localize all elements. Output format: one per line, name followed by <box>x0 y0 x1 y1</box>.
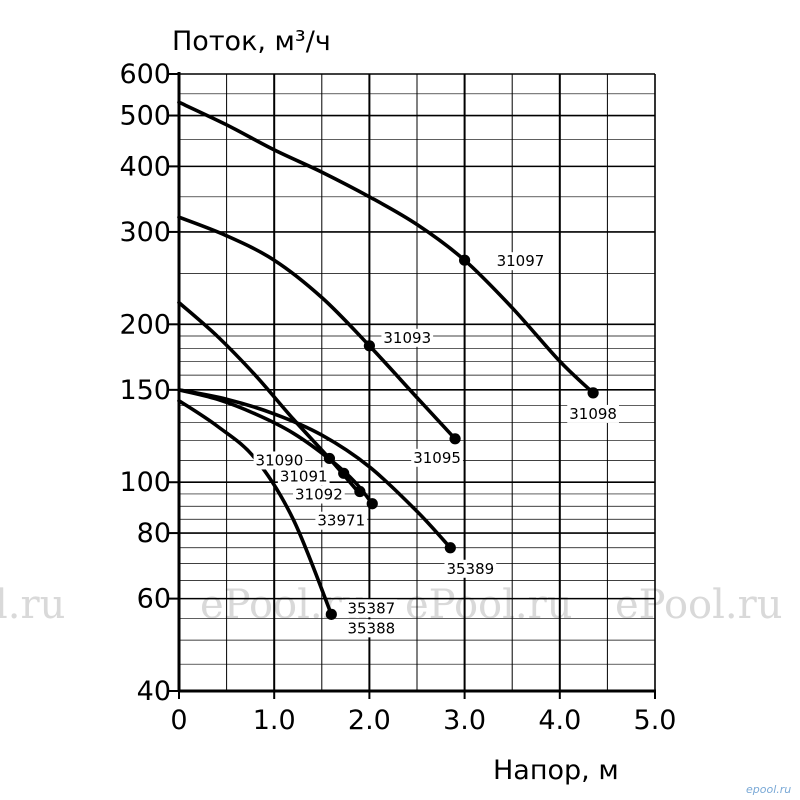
point-label-bg <box>345 599 398 618</box>
data-point <box>354 485 366 498</box>
axes: 40 60 80 100 150 200 300 400 500 600 0 1.0 2.0 3.0 4.0… <box>119 59 676 736</box>
y-tick-label: 600 <box>119 59 171 90</box>
x-tick-label: 2.0 <box>348 705 391 736</box>
y-tick-label: 500 <box>119 101 171 132</box>
y-tick-label: 300 <box>119 217 171 248</box>
x-tick-label: 5.0 <box>634 705 677 736</box>
data-point <box>323 452 336 465</box>
watermark-text: ePool.ru <box>405 582 573 628</box>
data-point <box>587 387 599 399</box>
data-point <box>363 340 375 352</box>
point-label: 33971 <box>317 512 365 530</box>
x-tick-label: 1.0 <box>253 705 296 736</box>
point-label-bg <box>253 451 306 470</box>
watermark-text: ePool.ru <box>615 582 783 628</box>
series-line <box>177 388 453 550</box>
point-label-bg <box>293 485 345 504</box>
data-point <box>338 467 350 479</box>
point-label: 31095 <box>413 449 461 467</box>
point-label-bg <box>315 511 368 530</box>
point-label: 31097 <box>497 252 545 270</box>
series-line <box>177 100 595 395</box>
y-tick-label: 150 <box>119 375 171 406</box>
point-label-bg <box>411 448 463 467</box>
point-label-bg <box>567 404 619 423</box>
point-label: 35389 <box>446 560 494 578</box>
y-tick-label: 60 <box>137 584 171 615</box>
point-label-bg <box>381 328 434 347</box>
point-label: 31091 <box>280 467 328 485</box>
series-line <box>177 388 375 506</box>
watermark-layer: l.ru ePool.ru ePool.ru ePool.ru <box>0 582 783 628</box>
data-point <box>366 498 378 510</box>
series-line <box>177 215 457 441</box>
point-label: 31093 <box>383 329 431 347</box>
data-point <box>459 254 471 266</box>
corner-watermark: epool.ru <box>746 783 791 796</box>
y-tick-label: 400 <box>119 151 171 182</box>
y-tick-label: 40 <box>137 676 171 707</box>
point-label: 31090 <box>256 451 304 469</box>
y-tick-label: 100 <box>119 467 171 498</box>
point-label-bg <box>444 559 497 578</box>
point-label: 31098 <box>569 405 617 423</box>
point-label: 31092 <box>295 486 343 504</box>
data-point <box>444 542 456 554</box>
point-label-bg <box>277 467 330 486</box>
y-axis-title: Поток, м³/ч <box>172 26 331 57</box>
watermark-text: ePool.ru <box>200 582 368 628</box>
extra-point-label: 35388 <box>347 619 395 637</box>
watermark-text: l.ru <box>0 582 65 628</box>
grid <box>179 74 655 691</box>
series-layer <box>177 100 595 617</box>
extra-label-bg <box>345 619 398 638</box>
x-axis-title: Напор, м <box>493 755 619 786</box>
data-point <box>449 433 461 445</box>
data-point <box>325 608 337 620</box>
x-tick-label: 3.0 <box>443 705 486 736</box>
point-label-bg <box>494 252 547 271</box>
point-label: 35387 <box>347 599 395 617</box>
y-tick-label: 200 <box>119 309 171 340</box>
x-tick-label: 4.0 <box>538 705 581 736</box>
x-tick-label: 0 <box>170 705 187 736</box>
y-tick-label: 80 <box>137 518 171 549</box>
